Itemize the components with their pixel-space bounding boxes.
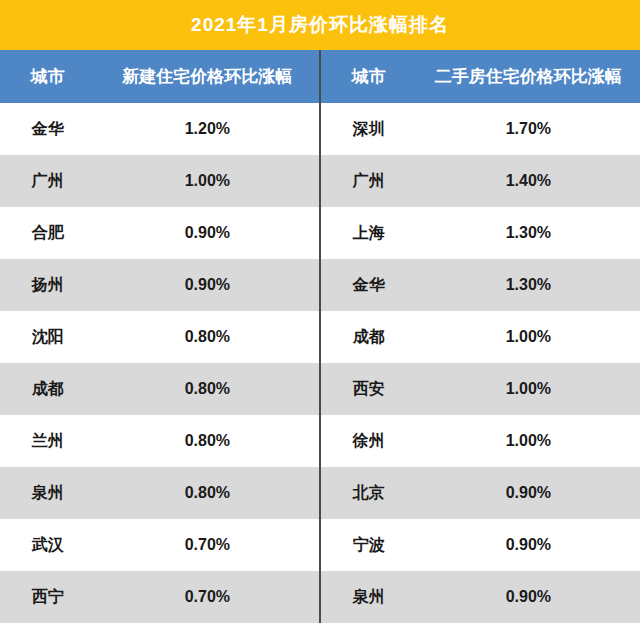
value-cell: 0.70% [96,588,319,606]
table-row: 宁波0.90% [321,519,640,571]
column-header-new-home-change: 新建住宅价格环比涨幅 [96,65,319,88]
value-cell: 1.30% [417,276,640,294]
value-cell: 0.80% [96,380,319,398]
city-cell: 北京 [321,483,417,504]
value-cell: 0.90% [417,588,640,606]
table-row: 金华1.20% [0,103,319,155]
city-cell: 沈阳 [0,327,96,348]
value-cell: 1.20% [96,120,319,138]
column-header-city: 城市 [321,65,417,88]
value-cell: 0.90% [96,224,319,242]
value-cell: 0.90% [417,484,640,502]
new-home-table-body: 金华1.20%广州1.00%合肥0.90%扬州0.90%沈阳0.80%成都0.8… [0,103,319,623]
city-cell: 合肥 [0,223,96,244]
table-row: 金华1.30% [321,259,640,311]
city-cell: 深圳 [321,119,417,140]
column-header-city: 城市 [0,65,96,88]
city-cell: 成都 [0,379,96,400]
city-cell: 泉州 [0,483,96,504]
city-cell: 徐州 [321,431,417,452]
value-cell: 1.40% [417,172,640,190]
city-cell: 成都 [321,327,417,348]
table-row: 合肥0.90% [0,207,319,259]
table-row: 北京0.90% [321,467,640,519]
column-header-secondhand-change: 二手房住宅价格环比涨幅 [417,65,640,88]
tables-container: 城市 新建住宅价格环比涨幅 金华1.20%广州1.00%合肥0.90%扬州0.9… [0,50,640,623]
new-home-price-table: 城市 新建住宅价格环比涨幅 金华1.20%广州1.00%合肥0.90%扬州0.9… [0,50,319,623]
table-row: 泉州0.90% [321,571,640,623]
new-home-table-header: 城市 新建住宅价格环比涨幅 [0,50,319,103]
value-cell: 1.00% [417,432,640,450]
city-cell: 广州 [0,171,96,192]
table-row: 上海1.30% [321,207,640,259]
value-cell: 1.00% [417,328,640,346]
table-row: 西安1.00% [321,363,640,415]
value-cell: 0.80% [96,328,319,346]
city-cell: 西安 [321,379,417,400]
city-cell: 广州 [321,171,417,192]
secondhand-table-header: 城市 二手房住宅价格环比涨幅 [321,50,640,103]
table-row: 沈阳0.80% [0,311,319,363]
table-row: 泉州0.80% [0,467,319,519]
value-cell: 1.00% [96,172,319,190]
city-cell: 金华 [321,275,417,296]
city-cell: 扬州 [0,275,96,296]
value-cell: 1.00% [417,380,640,398]
table-row: 广州1.40% [321,155,640,207]
secondhand-table-body: 深圳1.70%广州1.40%上海1.30%金华1.30%成都1.00%西安1.0… [321,103,640,623]
value-cell: 0.90% [96,276,319,294]
table-row: 徐州1.00% [321,415,640,467]
table-row: 扬州0.90% [0,259,319,311]
city-cell: 武汉 [0,535,96,556]
table-row: 西宁0.70% [0,571,319,623]
value-cell: 0.80% [96,432,319,450]
title-bar: 2021年1月房价环比涨幅排名 [0,0,640,50]
table-row: 兰州0.80% [0,415,319,467]
ranking-infographic: 2021年1月房价环比涨幅排名 城市 新建住宅价格环比涨幅 金华1.20%广州1… [0,0,640,623]
city-cell: 上海 [321,223,417,244]
table-row: 深圳1.70% [321,103,640,155]
table-row: 广州1.00% [0,155,319,207]
value-cell: 0.70% [96,536,319,554]
value-cell: 0.80% [96,484,319,502]
city-cell: 宁波 [321,535,417,556]
value-cell: 1.30% [417,224,640,242]
city-cell: 兰州 [0,431,96,452]
page-title: 2021年1月房价环比涨幅排名 [191,12,449,38]
city-cell: 泉州 [321,587,417,608]
value-cell: 0.90% [417,536,640,554]
table-row: 成都1.00% [321,311,640,363]
value-cell: 1.70% [417,120,640,138]
city-cell: 西宁 [0,587,96,608]
city-cell: 金华 [0,119,96,140]
secondhand-price-table: 城市 二手房住宅价格环比涨幅 深圳1.70%广州1.40%上海1.30%金华1.… [321,50,640,623]
table-row: 成都0.80% [0,363,319,415]
table-row: 武汉0.70% [0,519,319,571]
